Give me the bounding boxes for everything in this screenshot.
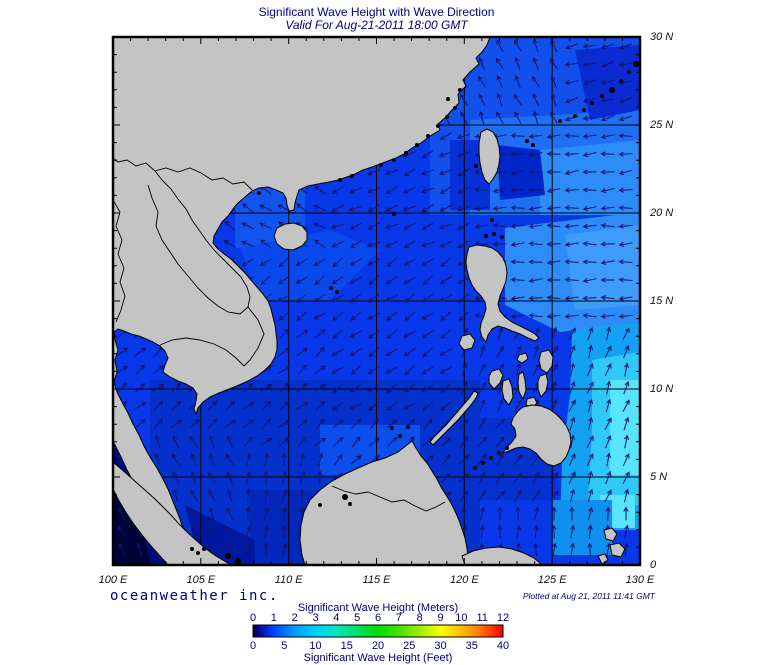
landmasses (113, 37, 626, 565)
oceanweather-logo: oceanweather inc. (110, 588, 279, 604)
meters-tick: 0 (249, 612, 257, 624)
meters-tick: 3 (312, 612, 319, 624)
landmass-asia (113, 37, 491, 550)
island-mindanao (502, 404, 572, 467)
feet-tick: 35 (465, 640, 478, 652)
meters-tick: 4 (333, 612, 340, 624)
meters-tick: 8 (416, 612, 423, 624)
country-borders (113, 157, 446, 512)
islands-sulawesi (461, 527, 626, 565)
plotted-at-note: Plotted at Aug 21, 2011 11:41 GMT (522, 591, 655, 601)
lat-label: 30 N (650, 31, 674, 43)
island-taiwan (478, 128, 501, 185)
chart-title: Significant Wave Height with Wave Direct… (258, 5, 495, 19)
lat-label: 0 (650, 559, 657, 571)
lat-label: 20 N (650, 207, 674, 219)
landmass-sumatra (113, 461, 233, 565)
lon-label: 125 E (537, 574, 567, 586)
feet-tick: 20 (371, 640, 385, 652)
island-palawan (429, 390, 479, 446)
axis-ticks (113, 37, 640, 565)
feet-tick: 25 (403, 640, 416, 652)
feet-tick: 40 (496, 640, 510, 652)
island-hainan (273, 222, 308, 251)
lat-label: 15 N (650, 295, 674, 307)
feet-tick: 0 (249, 640, 257, 652)
meters-tick: 12 (496, 612, 510, 624)
lon-label: 100 E (98, 574, 128, 586)
lat-label: 5 N (650, 471, 668, 483)
lon-label: 115 E (362, 574, 391, 586)
meters-tick: 7 (395, 612, 402, 624)
map-frame (111, 35, 642, 567)
meters-tick: 1 (270, 612, 277, 624)
legend-feet-title: Significant Wave Height (Feet) (303, 652, 453, 664)
legend-meters-title: Significant Wave Height (Meters) (297, 602, 459, 614)
chart-subtitle: Valid For Aug-21-2011 18:00 GMT (285, 18, 468, 32)
island-specks (190, 61, 639, 564)
colorbar (252, 624, 504, 638)
meters-tick: 11 (476, 612, 488, 624)
meters-tick: 6 (374, 612, 382, 624)
lat-label: 10 N (650, 383, 674, 395)
meters-tick: 2 (291, 612, 298, 624)
feet-tick: 15 (340, 640, 353, 652)
lon-label: 130 E (625, 574, 655, 586)
feet-tick: 5 (281, 640, 288, 652)
lat-label: 25 N (650, 119, 674, 131)
meters-tick: 10 (455, 612, 468, 624)
feet-tick: 30 (434, 640, 447, 652)
feet-tick: 10 (309, 640, 322, 652)
lon-label: 110 E (274, 574, 303, 586)
lon-label: 105 E (186, 574, 216, 586)
lon-label: 120 E (449, 574, 479, 586)
island-luzon (465, 244, 540, 343)
meters-tick: 5 (354, 612, 361, 624)
meters-tick: 9 (437, 612, 444, 624)
